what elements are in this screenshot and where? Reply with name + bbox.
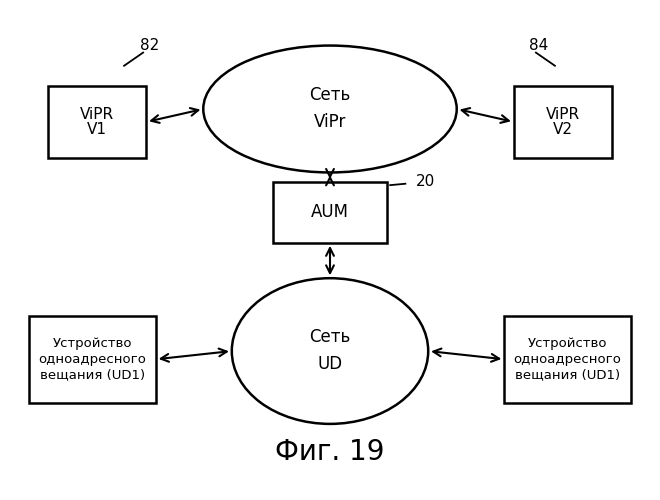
Text: одноадресного: одноадресного bbox=[38, 353, 147, 366]
Text: ViPR: ViPR bbox=[546, 106, 580, 122]
Text: Устройство: Устройство bbox=[53, 338, 132, 350]
Text: Сеть: Сеть bbox=[310, 86, 350, 104]
Text: вещания (UD1): вещания (UD1) bbox=[515, 368, 620, 382]
FancyBboxPatch shape bbox=[504, 316, 631, 403]
Text: вещания (UD1): вещания (UD1) bbox=[40, 368, 145, 382]
FancyBboxPatch shape bbox=[29, 316, 156, 403]
Ellipse shape bbox=[232, 278, 428, 424]
Text: Устройство: Устройство bbox=[528, 338, 607, 350]
Text: UD: UD bbox=[317, 355, 343, 373]
Text: Сеть: Сеть bbox=[310, 328, 350, 346]
Text: 84: 84 bbox=[529, 38, 548, 53]
FancyBboxPatch shape bbox=[48, 86, 147, 158]
Text: 82: 82 bbox=[140, 38, 159, 53]
Text: ViPr: ViPr bbox=[314, 113, 346, 131]
Text: AUM: AUM bbox=[311, 204, 349, 222]
Text: одноадресного: одноадресного bbox=[513, 353, 622, 366]
Text: 20: 20 bbox=[416, 174, 435, 190]
FancyBboxPatch shape bbox=[273, 182, 387, 243]
Text: Фиг. 19: Фиг. 19 bbox=[275, 438, 385, 466]
FancyBboxPatch shape bbox=[513, 86, 612, 158]
Text: V1: V1 bbox=[87, 122, 107, 137]
Ellipse shape bbox=[203, 46, 457, 172]
Text: V2: V2 bbox=[553, 122, 573, 137]
Text: ViPR: ViPR bbox=[80, 106, 114, 122]
